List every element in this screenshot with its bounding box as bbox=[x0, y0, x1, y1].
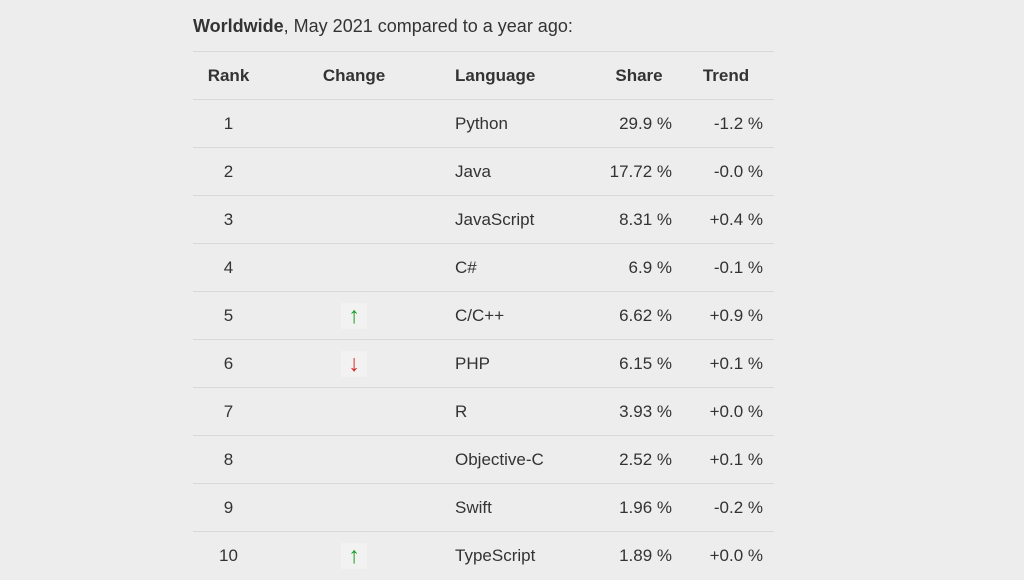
trend-cell: -0.2 % bbox=[678, 483, 774, 532]
rank-cell: 10 bbox=[193, 531, 264, 580]
up-arrow-icon: ↑ bbox=[341, 302, 367, 329]
change-cell bbox=[264, 195, 444, 244]
trend-cell: +0.4 % bbox=[678, 195, 774, 244]
change-cell: ↑ bbox=[264, 531, 444, 580]
share-cell: 3.93 % bbox=[600, 387, 678, 436]
language-cell: PHP bbox=[444, 339, 600, 388]
column-header-rank: Rank bbox=[193, 51, 264, 100]
language-ranking-table: Rank Change Language Share Trend 1 Pytho… bbox=[193, 51, 774, 580]
change-cell bbox=[264, 435, 444, 484]
column-header-change: Change bbox=[264, 51, 444, 100]
share-cell: 6.15 % bbox=[600, 339, 678, 388]
trend-cell: +0.0 % bbox=[678, 387, 774, 436]
rank-cell: 2 bbox=[193, 147, 264, 196]
language-cell: Objective-C bbox=[444, 435, 600, 484]
language-cell: C/C++ bbox=[444, 291, 600, 340]
table-body: 1 Python 29.9 % -1.2 % 2 Java 17.72 % -0… bbox=[193, 99, 774, 580]
trend-cell: +0.1 % bbox=[678, 435, 774, 484]
rank-cell: 6 bbox=[193, 339, 264, 388]
column-header-language: Language bbox=[444, 51, 600, 100]
trend-cell: +0.0 % bbox=[678, 531, 774, 580]
rank-cell: 4 bbox=[193, 243, 264, 292]
rank-cell: 9 bbox=[193, 483, 264, 532]
rank-cell: 7 bbox=[193, 387, 264, 436]
share-cell: 29.9 % bbox=[600, 99, 678, 148]
share-cell: 17.72 % bbox=[600, 147, 678, 196]
change-cell bbox=[264, 99, 444, 148]
table-row: 3 JavaScript 8.31 % +0.4 % bbox=[193, 195, 774, 244]
rank-cell: 8 bbox=[193, 435, 264, 484]
rank-cell: 3 bbox=[193, 195, 264, 244]
table-row: 8 Objective-C 2.52 % +0.1 % bbox=[193, 435, 774, 484]
table-row: 7 R 3.93 % +0.0 % bbox=[193, 387, 774, 436]
language-popularity-panel: Worldwide, May 2021 compared to a year a… bbox=[193, 0, 774, 580]
language-cell: Java bbox=[444, 147, 600, 196]
language-cell: TypeScript bbox=[444, 531, 600, 580]
rank-cell: 1 bbox=[193, 99, 264, 148]
page-title: Worldwide, May 2021 compared to a year a… bbox=[193, 0, 774, 51]
table-row: 5 ↑ C/C++ 6.62 % +0.9 % bbox=[193, 291, 774, 340]
change-cell bbox=[264, 483, 444, 532]
table-row: 4 C# 6.9 % -0.1 % bbox=[193, 243, 774, 292]
down-arrow-icon: ↓ bbox=[341, 350, 367, 377]
language-cell: Python bbox=[444, 99, 600, 148]
language-cell: Swift bbox=[444, 483, 600, 532]
share-cell: 1.96 % bbox=[600, 483, 678, 532]
share-cell: 2.52 % bbox=[600, 435, 678, 484]
trend-cell: +0.9 % bbox=[678, 291, 774, 340]
trend-cell: +0.1 % bbox=[678, 339, 774, 388]
up-arrow-icon: ↑ bbox=[341, 542, 367, 569]
trend-cell: -1.2 % bbox=[678, 99, 774, 148]
table-row: 10 ↑ TypeScript 1.89 % +0.0 % bbox=[193, 531, 774, 580]
change-cell: ↓ bbox=[264, 339, 444, 388]
column-header-trend: Trend bbox=[678, 51, 774, 100]
column-header-share: Share bbox=[600, 51, 678, 100]
language-cell: R bbox=[444, 387, 600, 436]
table-header-row: Rank Change Language Share Trend bbox=[193, 51, 774, 100]
title-period-label: , May 2021 compared to a year ago: bbox=[283, 16, 573, 36]
language-cell: JavaScript bbox=[444, 195, 600, 244]
table-row: 9 Swift 1.96 % -0.2 % bbox=[193, 483, 774, 532]
table-row: 2 Java 17.72 % -0.0 % bbox=[193, 147, 774, 196]
language-cell: C# bbox=[444, 243, 600, 292]
trend-cell: -0.0 % bbox=[678, 147, 774, 196]
trend-cell: -0.1 % bbox=[678, 243, 774, 292]
share-cell: 6.9 % bbox=[600, 243, 678, 292]
share-cell: 6.62 % bbox=[600, 291, 678, 340]
change-cell bbox=[264, 147, 444, 196]
share-cell: 8.31 % bbox=[600, 195, 678, 244]
title-region-label: Worldwide bbox=[193, 16, 284, 36]
change-cell bbox=[264, 243, 444, 292]
table-row: 1 Python 29.9 % -1.2 % bbox=[193, 99, 774, 148]
table-row: 6 ↓ PHP 6.15 % +0.1 % bbox=[193, 339, 774, 388]
change-cell: ↑ bbox=[264, 291, 444, 340]
change-cell bbox=[264, 387, 444, 436]
rank-cell: 5 bbox=[193, 291, 264, 340]
share-cell: 1.89 % bbox=[600, 531, 678, 580]
